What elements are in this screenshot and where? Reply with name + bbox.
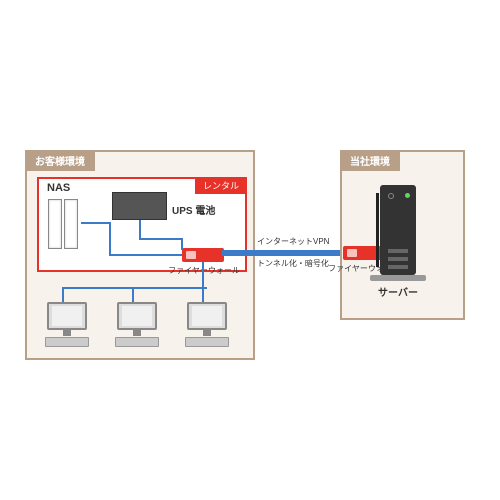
cable <box>62 287 64 303</box>
nas-label: NAS <box>47 182 70 194</box>
computer-icon <box>182 302 232 352</box>
company-env-title: 当社環境 <box>340 150 400 171</box>
cable <box>109 254 182 256</box>
computer-icon <box>112 302 162 352</box>
customer-env-title: お客様環境 <box>25 150 95 171</box>
cable <box>202 287 204 303</box>
computer-icon <box>42 302 92 352</box>
server-label: サーバー <box>363 284 433 299</box>
cable <box>132 287 134 303</box>
vpn-label-bottom: トンネル化・暗号化 <box>257 258 329 269</box>
cable <box>202 262 204 288</box>
vpn-label-top: インターネットVPN <box>257 236 329 247</box>
nas-device-icon <box>47 197 81 255</box>
server-stand <box>370 275 426 281</box>
cable <box>139 220 141 240</box>
ups-label: UPS 電池 <box>172 202 215 217</box>
ups-device-icon <box>112 192 167 220</box>
cable <box>62 287 207 289</box>
customer-env-box: お客様環境 レンタル NAS UPS 電池 ファイヤーウォール <box>25 150 255 360</box>
network-diagram: お客様環境 レンタル NAS UPS 電池 ファイヤーウォール <box>25 150 475 380</box>
cable <box>109 222 111 256</box>
firewall-customer-label: ファイヤーウォール <box>167 265 241 276</box>
cable <box>139 238 183 240</box>
rental-label: レンタル <box>195 177 247 194</box>
cable <box>181 238 183 250</box>
server-icon <box>380 185 416 275</box>
cable <box>81 222 111 224</box>
firewall-customer-icon <box>182 248 224 262</box>
